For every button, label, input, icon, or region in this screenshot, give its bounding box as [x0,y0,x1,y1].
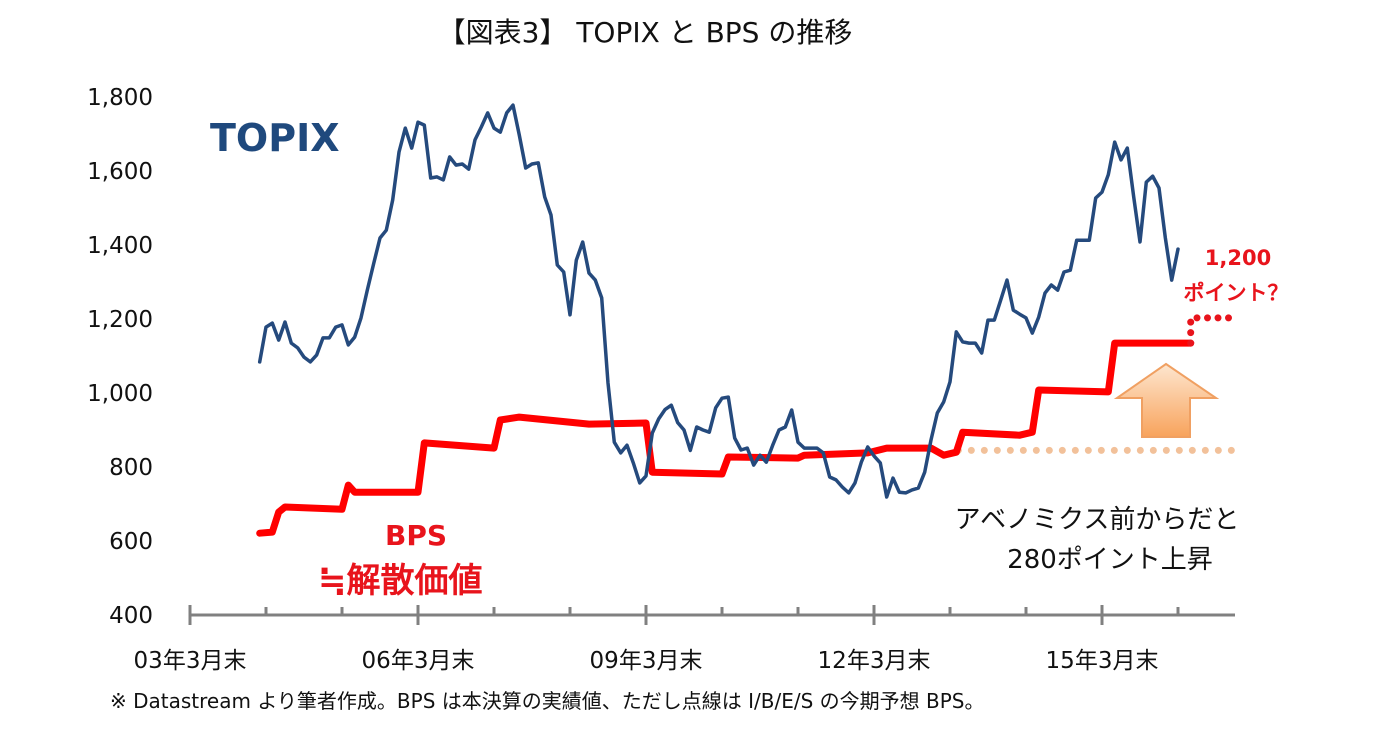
x-tick-label: 09年3月末 [590,648,703,674]
y-tick-label: 800 [109,455,153,481]
series-line-bps [256,339,1195,537]
y-tick-label: 1,000 [87,381,153,407]
forecast-bps-dotted-line [1187,314,1239,347]
x-axis: 03年3月末 06年3月末 09年3月末 12年3月末 15年3月末 [134,605,1235,674]
y-tick-label: 1,800 [87,85,153,111]
label-bps: BPS [385,519,447,552]
y-axis-ticks: 400 600 800 1,000 1,200 1,400 1,600 1,800 [87,85,153,629]
y-tick-label: 1,600 [87,159,153,185]
annotation-forecast-unit: ポイント？ [1184,281,1289,305]
annotation-rise-line1: アベノミクス前からだと [955,505,1240,535]
series-line-topix [257,103,1180,499]
chart-title: 【図表3】 TOPIX と BPS の推移 [438,16,853,49]
annotation-rise-line2: 280ポイント上昇 [1007,545,1213,575]
x-tick-label: 03年3月末 [134,648,247,674]
up-arrow-icon [1113,362,1220,438]
annotation-forecast-value: 1,200 [1205,246,1271,270]
x-tick-label: 15年3月末 [1046,648,1159,674]
x-tick-label: 06年3月末 [362,648,475,674]
label-topix: TOPIX [210,116,340,160]
label-bps-note: ≒解散価値 [318,561,483,601]
y-tick-label: 1,400 [87,233,153,259]
y-tick-label: 600 [109,529,153,555]
footnote: ※ Datastream より筆者作成。BPS は本決算の実績値、ただし点線は … [110,689,984,713]
y-tick-label: 1,200 [87,307,153,333]
x-tick-label: 12年3月末 [818,648,931,674]
y-tick-label: 400 [109,603,153,629]
